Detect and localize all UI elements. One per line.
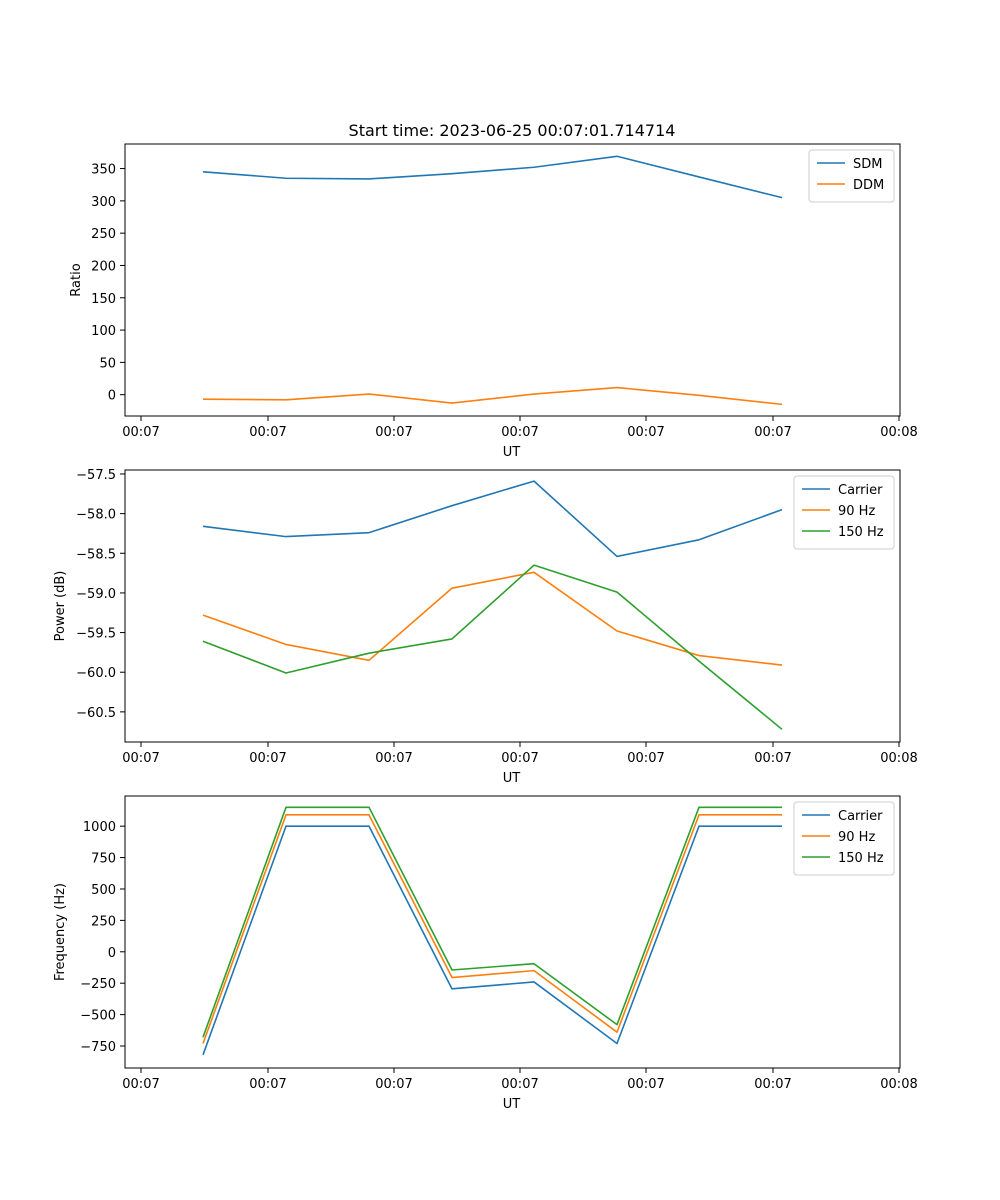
series-line-90-hz	[202, 571, 783, 666]
y-tick-label: −57.5	[76, 468, 116, 483]
x-tick-label: 00:07	[501, 751, 538, 766]
legend-label: 150 Hz	[838, 851, 884, 866]
chart-title: Start time: 2023-06-25 00:07:01.714714	[349, 121, 676, 140]
series-line-150-hz	[202, 806, 782, 1038]
y-tick-label: −59.0	[76, 587, 116, 602]
y-tick-label: −58.0	[76, 508, 116, 523]
y-tick-label: −60.0	[76, 666, 116, 681]
x-tick-label: 00:08	[880, 751, 917, 766]
series-line-sdm	[202, 155, 783, 199]
y-tick-label: −59.5	[76, 627, 116, 642]
y-tick-label: 50	[99, 356, 116, 371]
series-line-carrier	[202, 480, 783, 558]
x-axis-label: UT	[503, 1097, 521, 1112]
x-tick-label: 00:07	[122, 751, 159, 766]
y-tick-label: 500	[91, 883, 116, 898]
series-line-150-hz	[202, 564, 783, 730]
plot-frame	[124, 143, 901, 417]
x-tick-label: 00:07	[627, 751, 664, 766]
panel-3: 00:07 00:07 00:07 00:07 00:07 00:07 00:08 −750 −…	[53, 795, 918, 1112]
x-axis-label: UT	[503, 771, 521, 786]
x-tick-label: 00:07	[122, 1077, 159, 1092]
x-tick-label: 00:07	[375, 425, 412, 440]
y-tick-label: 100	[91, 324, 116, 339]
x-tick-label: 00:07	[754, 1077, 791, 1092]
y-axis-label: Frequency (Hz)	[53, 883, 68, 981]
x-tick-label: 00:07	[375, 751, 412, 766]
y-tick-label: 0	[108, 946, 116, 961]
legend-label: SDM	[853, 157, 882, 172]
y-axis-label: Power (dB)	[53, 571, 68, 642]
legend-label: DDM	[853, 178, 884, 193]
y-tick-label: 250	[91, 914, 116, 929]
legend-label: 150 Hz	[838, 525, 884, 540]
plot-frame	[124, 795, 901, 1069]
y-tick-label: 150	[91, 292, 116, 307]
legend-label: Carrier	[838, 483, 883, 498]
x-tick-label: 00:07	[501, 425, 538, 440]
x-tick-label: 00:08	[880, 1077, 917, 1092]
legend-label: 90 Hz	[838, 504, 875, 519]
panel-1: 00:07 00:07 00:07 00:07 00:07 00:07 00:08 0 50 10…	[69, 143, 918, 460]
y-tick-label: 300	[91, 195, 116, 210]
panel-2: 00:07 00:07 00:07 00:07 00:07 00:07 00:08 −60.5…	[53, 468, 918, 786]
y-axis-label: Ratio	[69, 263, 84, 296]
x-tick-label: 00:07	[122, 425, 159, 440]
x-tick-label: 00:07	[249, 425, 286, 440]
x-axis-label: UT	[503, 445, 521, 460]
x-tick-label: 00:07	[754, 425, 791, 440]
series-line-carrier	[202, 825, 782, 1056]
legend-label: 90 Hz	[838, 830, 875, 845]
y-tick-label: 250	[91, 227, 116, 242]
x-tick-label: 00:07	[501, 1077, 538, 1092]
plot-frame	[124, 469, 901, 743]
y-tick-label: 1000	[83, 820, 116, 835]
y-tick-label: 0	[108, 389, 116, 404]
legend-label: Carrier	[838, 809, 883, 824]
y-tick-label: 750	[91, 852, 116, 867]
y-tick-label: 200	[91, 259, 116, 274]
y-tick-label: −60.5	[76, 706, 116, 721]
x-tick-label: 00:07	[249, 751, 286, 766]
x-tick-label: 00:07	[375, 1077, 412, 1092]
series-line-ddm	[202, 386, 783, 406]
y-tick-label: −500	[80, 1009, 116, 1024]
panels: 00:07 00:07 00:07 00:07 00:07 00:07 00:08 0 50 10…	[53, 143, 918, 1112]
series-line-90-hz	[202, 814, 782, 1044]
y-tick-label: −250	[80, 977, 116, 992]
y-tick-label: 350	[91, 163, 116, 178]
x-tick-label: 00:07	[627, 425, 664, 440]
y-tick-label: −750	[80, 1040, 116, 1055]
x-tick-label: 00:07	[249, 1077, 286, 1092]
x-tick-label: 00:07	[627, 1077, 664, 1092]
x-tick-label: 00:08	[880, 425, 917, 440]
y-tick-label: −58.5	[76, 547, 116, 562]
x-tick-label: 00:07	[754, 751, 791, 766]
